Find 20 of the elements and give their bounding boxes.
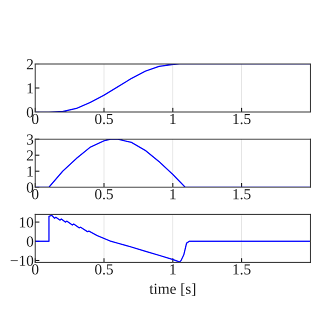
x-tick-label: 1	[170, 264, 176, 274]
y-tick-label: 0	[26, 236, 34, 247]
x-tick-label: 1	[170, 189, 176, 200]
y-tick-label: 1	[28, 83, 33, 94]
y-tick-label: 2	[26, 150, 33, 160]
x-tick-label: 0.5	[95, 189, 113, 200]
y-tick-label: 0	[26, 107, 34, 118]
y-tick-label: 2	[26, 59, 33, 70]
x-axis-title: time [s]	[149, 283, 196, 296]
x-tick-label: 0.5	[95, 114, 113, 124]
y-tick-label: −10	[10, 256, 34, 266]
line-series	[35, 214, 310, 262]
x-tick-label: 1	[170, 114, 176, 124]
x-tick-label: 1.5	[233, 264, 251, 275]
x-tick-label: 1.5	[233, 189, 251, 200]
y-tick-label: 3	[26, 134, 34, 145]
y-tick-label: 10	[20, 217, 34, 228]
x-tick-label: 1.5	[233, 114, 251, 124]
y-tick-label: 1	[28, 166, 33, 176]
x-tick-label: 0.5	[95, 264, 113, 275]
